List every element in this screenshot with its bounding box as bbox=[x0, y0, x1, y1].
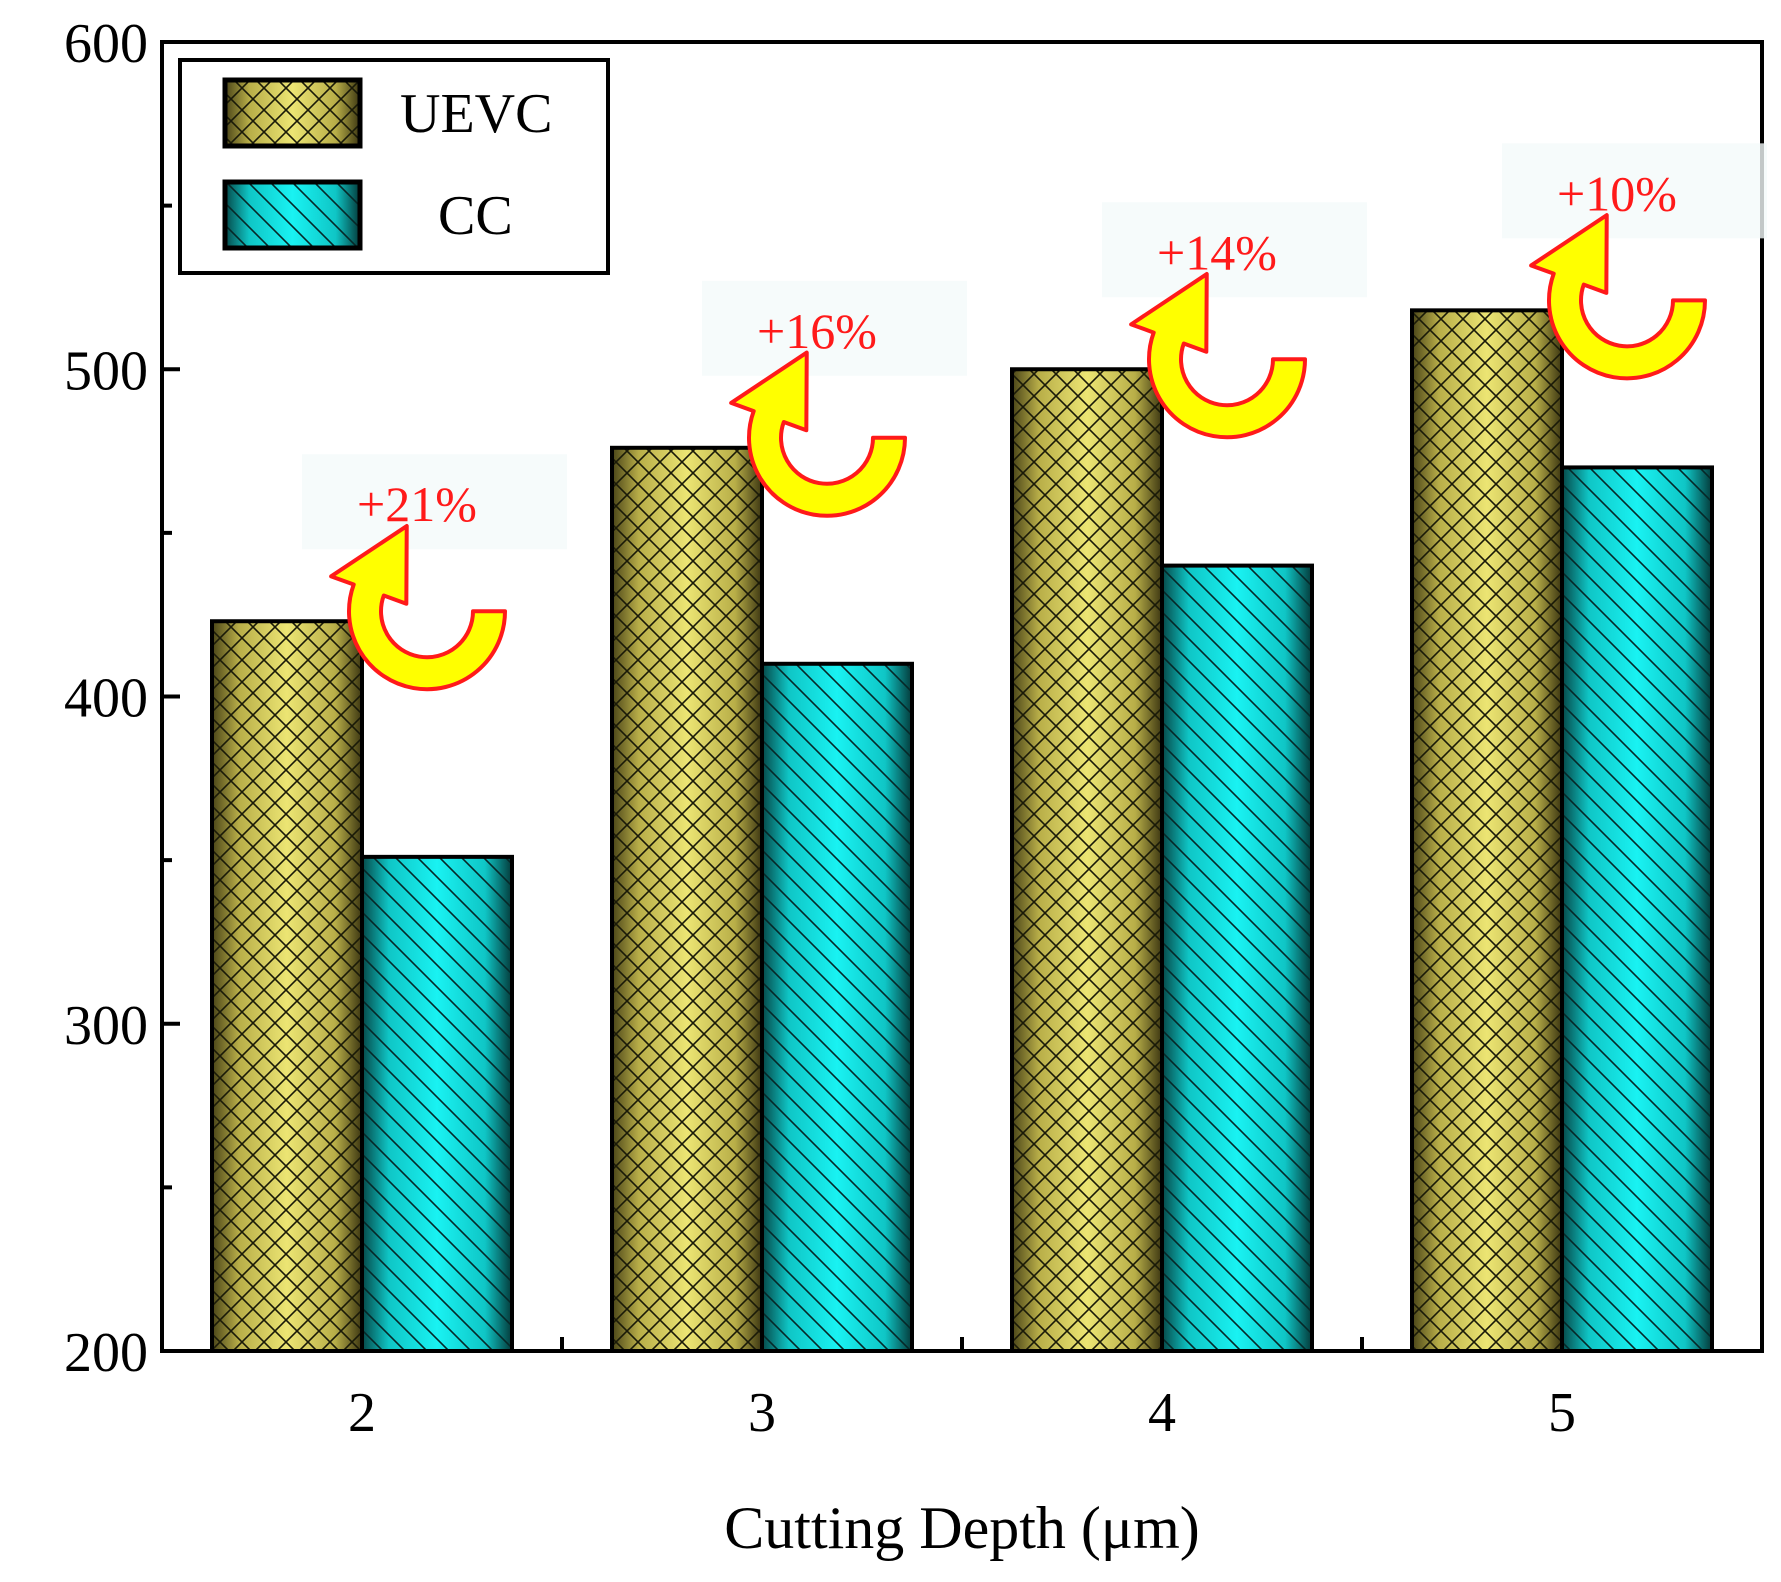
y-tick-label: 600 bbox=[64, 13, 148, 75]
legend-label: UEVC bbox=[400, 83, 552, 145]
y-tick-label: 300 bbox=[64, 995, 148, 1057]
annotation-4: +14% bbox=[1102, 202, 1367, 440]
bar-uevc-5 bbox=[1410, 308, 1564, 1354]
bar-uevc-3 bbox=[610, 445, 764, 1354]
annotation-label: +21% bbox=[357, 476, 477, 532]
x-tick-label: 4 bbox=[1148, 1382, 1176, 1444]
annotation-arrow-icon bbox=[1529, 213, 1707, 381]
x-tick-label: 5 bbox=[1548, 1382, 1576, 1444]
bar-uevc-4 bbox=[1010, 367, 1164, 1353]
annotation-arrow-icon bbox=[329, 524, 507, 692]
annotations-layer: +21% +16% +14% +10% bbox=[302, 143, 1767, 692]
axes-layer: 200 300 400 500 600 2 3 4 5 Cutting Depth (μm) bbox=[64, 13, 1764, 1561]
bar-cc-2 bbox=[360, 854, 514, 1353]
x-tick-label: 3 bbox=[748, 1382, 776, 1444]
annotation-label: +10% bbox=[1557, 165, 1677, 221]
annotation-arrow-icon bbox=[729, 350, 907, 518]
bar-uevc-2 bbox=[210, 619, 364, 1353]
legend-item-cc: CC bbox=[222, 179, 513, 251]
bar-cc-4 bbox=[1160, 563, 1314, 1353]
bars-layer bbox=[210, 308, 1714, 1354]
annotation-label: +16% bbox=[757, 303, 877, 359]
bar-cc-3 bbox=[760, 661, 914, 1353]
annotation-3: +16% bbox=[702, 280, 967, 518]
y-tick-label: 200 bbox=[64, 1322, 148, 1384]
x-tick-label: 2 bbox=[348, 1382, 376, 1444]
legend-item-uevc: UEVC bbox=[222, 77, 552, 149]
legend-label: CC bbox=[438, 185, 513, 247]
annotation-5: +10% bbox=[1502, 143, 1767, 381]
annotation-label: +14% bbox=[1157, 224, 1277, 280]
y-tick-label: 400 bbox=[64, 668, 148, 730]
x-axis-title: Cutting Depth (μm) bbox=[724, 1495, 1199, 1561]
annotation-2: +21% bbox=[302, 454, 567, 692]
y-tick-label: 500 bbox=[64, 340, 148, 402]
annotation-arrow-icon bbox=[1129, 272, 1307, 440]
bar-cc-5 bbox=[1560, 465, 1714, 1353]
legend: UEVC CC bbox=[178, 58, 610, 275]
